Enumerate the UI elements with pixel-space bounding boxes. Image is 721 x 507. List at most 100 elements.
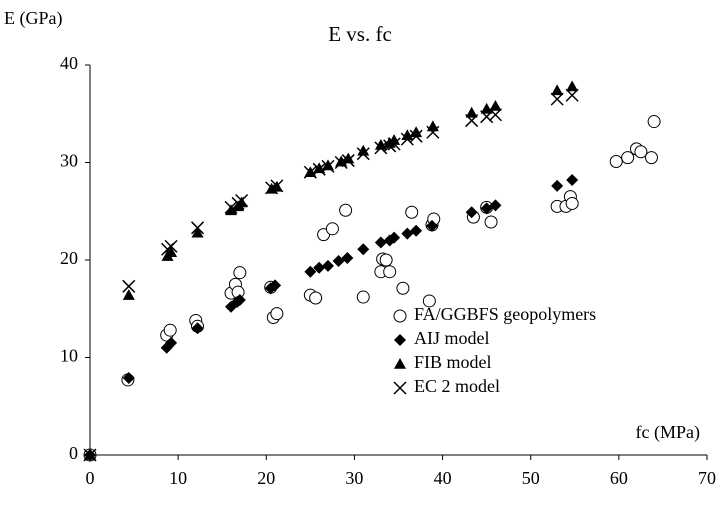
marker-cross [341, 154, 355, 168]
marker-triangle [225, 204, 238, 216]
marker-cross [480, 110, 494, 124]
marker-circle [396, 281, 410, 295]
marker-cross [488, 108, 502, 122]
marker-diamond [551, 179, 564, 192]
x-tick-label: 50 [522, 468, 540, 488]
marker-circle [163, 323, 177, 337]
marker-cross [122, 279, 136, 293]
legend-label: FIB model [414, 352, 492, 372]
x-tick-label: 20 [257, 468, 275, 488]
marker-triangle [426, 120, 439, 132]
marker-cross [270, 179, 284, 193]
marker-diamond [465, 206, 478, 219]
marker-triangle [342, 152, 355, 164]
marker-diamond [388, 231, 401, 244]
marker-triangle [551, 84, 564, 96]
marker-cross [409, 129, 423, 143]
y-tick-label: 40 [60, 53, 78, 73]
marker-diamond [304, 265, 317, 278]
x-tick-label: 30 [345, 468, 363, 488]
marker-cross [191, 221, 205, 235]
marker-cross [374, 141, 388, 155]
marker-diamond [394, 334, 406, 346]
marker-diamond [122, 371, 135, 384]
legend-label: EC 2 model [414, 376, 500, 396]
marker-diamond [191, 322, 204, 335]
marker-triangle [321, 159, 334, 171]
marker-cross [400, 132, 414, 146]
marker-circle [634, 145, 648, 159]
marker-diamond [269, 279, 282, 292]
marker-cross [387, 137, 401, 151]
marker-cross [312, 162, 326, 176]
marker-circle [270, 307, 284, 321]
y-tick-label: 0 [69, 443, 78, 463]
x-axis-label: fc (MPa) [636, 422, 700, 443]
marker-triangle [357, 144, 370, 156]
marker-triangle [165, 246, 178, 257]
x-tick-label: 70 [698, 468, 716, 488]
marker-diamond [489, 199, 502, 212]
marker-cross [426, 125, 440, 139]
y-tick-label: 10 [60, 346, 78, 366]
marker-diamond [165, 336, 178, 349]
marker-cross [383, 139, 397, 153]
marker-circle [565, 196, 579, 210]
marker-circle [422, 294, 436, 308]
x-tick-label: 10 [169, 468, 187, 488]
marker-triangle [374, 138, 387, 150]
marker-cross [235, 193, 249, 208]
marker-triangle [388, 134, 401, 145]
marker-diamond [341, 252, 354, 265]
marker-circle [647, 115, 661, 129]
x-tick-label: 0 [86, 468, 95, 488]
marker-cross [303, 165, 317, 179]
marker-cross [164, 239, 178, 253]
marker-cross [393, 381, 407, 395]
marker-circle [325, 222, 339, 236]
legend-label: AIJ model [414, 328, 490, 348]
marker-triangle [191, 226, 204, 238]
marker-diamond [321, 259, 334, 272]
marker-circle [484, 215, 498, 229]
marker-diamond [374, 236, 387, 249]
marker-circle [309, 291, 323, 305]
marker-diamond [233, 293, 246, 306]
marker-triangle [480, 102, 493, 114]
y-tick-label: 30 [60, 151, 78, 171]
marker-circle [233, 266, 247, 280]
marker-cross [224, 200, 238, 214]
legend-label: FA/GGBFS geopolymers [414, 304, 596, 324]
marker-triangle [410, 126, 423, 138]
marker-triangle [566, 80, 579, 92]
marker-diamond [410, 224, 423, 237]
marker-triangle [394, 358, 406, 369]
marker-cross [356, 147, 370, 161]
marker-circle [405, 205, 419, 219]
marker-circle [621, 151, 635, 165]
marker-circle [644, 151, 658, 165]
marker-circle [339, 203, 353, 217]
y-tick-label: 20 [60, 248, 78, 268]
marker-circle [356, 290, 370, 304]
marker-triangle [313, 162, 326, 174]
marker-triangle [401, 129, 414, 140]
marker-diamond [357, 243, 370, 256]
chart-title: E vs. fc [328, 22, 392, 46]
marker-diamond [566, 174, 579, 187]
marker-diamond [425, 219, 438, 232]
marker-cross [550, 92, 564, 106]
marker-circle [383, 265, 397, 279]
marker-circle [393, 309, 407, 323]
marker-circle [609, 155, 623, 169]
marker-cross [321, 159, 335, 173]
marker-circle [379, 253, 393, 267]
x-tick-label: 40 [434, 468, 452, 488]
marker-triangle [489, 99, 502, 111]
y-axis-label: E (GPa) [4, 8, 62, 29]
marker-diamond [313, 261, 326, 274]
x-tick-label: 60 [610, 468, 628, 488]
marker-triangle [465, 106, 478, 118]
marker-cross [83, 448, 97, 462]
